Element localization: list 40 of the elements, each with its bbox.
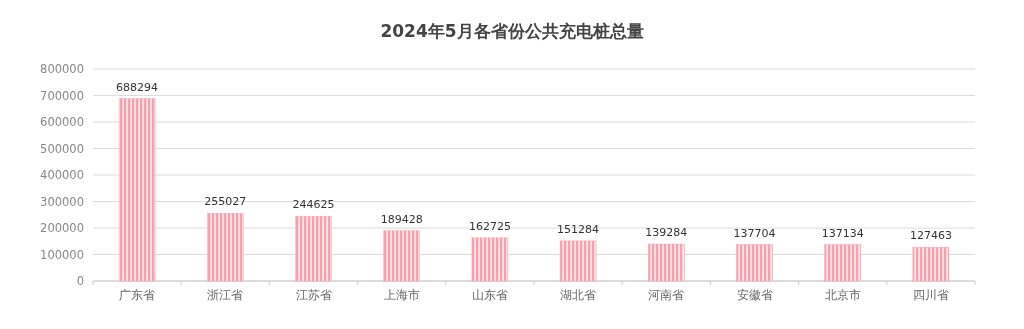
bar xyxy=(295,215,332,282)
bar xyxy=(118,98,156,282)
data-label: 137704 xyxy=(733,226,776,240)
bar xyxy=(559,240,597,282)
x-tick-label: 山东省 xyxy=(471,288,508,302)
chart-title: 2024年5月各省份公共充电桩总量 xyxy=(380,21,644,41)
y-tick-label: 700000 xyxy=(40,88,84,103)
data-label: 127463 xyxy=(909,229,952,243)
x-tick-label: 北京市 xyxy=(824,288,861,302)
y-tick-label: 300000 xyxy=(40,194,84,209)
x-tick-label: 上海市 xyxy=(383,288,420,302)
y-tick-label: 100000 xyxy=(40,247,84,262)
y-tick-label: 200000 xyxy=(40,221,84,235)
x-tick-label: 江苏省 xyxy=(295,288,332,302)
x-tick-label: 河南省 xyxy=(648,288,685,302)
data-label: 162725 xyxy=(468,219,511,233)
x-tick-label: 浙江省 xyxy=(207,288,244,302)
data-label: 244625 xyxy=(292,198,335,212)
bar xyxy=(824,244,861,282)
data-label: 137134 xyxy=(821,226,864,240)
data-label: 139284 xyxy=(645,226,688,240)
x-tick-label: 四川省 xyxy=(912,288,949,302)
x-tick-label: 广东省 xyxy=(119,288,156,302)
y-tick-label: 0 xyxy=(76,274,84,288)
x-tick-label: 湖北省 xyxy=(560,288,597,302)
data-label: 688294 xyxy=(116,80,159,94)
x-tick-label: 安徽省 xyxy=(736,288,773,302)
bar xyxy=(736,244,773,282)
bar xyxy=(648,243,685,282)
bar xyxy=(912,246,950,282)
bar xyxy=(383,230,420,282)
y-tick-label: 400000 xyxy=(40,168,84,182)
data-label: 189428 xyxy=(380,212,423,226)
y-tick-label: 500000 xyxy=(40,141,84,156)
bar xyxy=(207,213,244,282)
y-tick-label: 600000 xyxy=(40,115,84,129)
data-label: 151284 xyxy=(557,222,600,236)
bar xyxy=(471,237,509,282)
data-label: 255027 xyxy=(204,195,247,209)
y-tick-label: 800000 xyxy=(40,62,84,76)
